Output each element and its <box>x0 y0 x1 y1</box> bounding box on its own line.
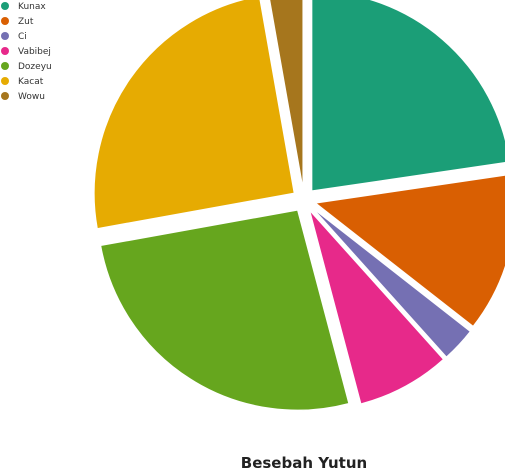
legend-label: Dozeyu <box>18 62 52 72</box>
legend-item-kacat: Kacat <box>1 77 44 87</box>
legend-item-dozeyu: Dozeyu <box>1 62 52 72</box>
legend-label: Kunax <box>18 2 46 12</box>
pie-slice-zut <box>314 174 505 328</box>
pie-slice-kunax <box>311 0 505 192</box>
legend-marker <box>1 32 9 40</box>
legend-item-vabibej: Vabibej <box>1 47 51 57</box>
legend-item-wowu: Wowu <box>1 92 45 102</box>
legend-marker <box>1 47 9 55</box>
legend-label: Zut <box>18 17 34 27</box>
legend-marker <box>1 92 9 100</box>
legend-marker <box>1 77 9 85</box>
pie-slice-wowu <box>269 0 304 189</box>
chart-title: Besebah Yutun <box>241 454 367 472</box>
pie-slice-ci <box>312 207 471 358</box>
legend-marker <box>1 62 9 70</box>
legend-label: Ci <box>18 32 27 42</box>
pie-slices <box>93 0 505 411</box>
legend-label: Wowu <box>18 92 45 102</box>
legend-label: Kacat <box>18 77 44 87</box>
legend-item-zut: Zut <box>1 17 34 27</box>
legend-item-ci: Ci <box>1 32 27 42</box>
legend: Kunax Zut Ci Vabibej Dozeyu Kacat Wowu <box>1 2 52 102</box>
pie-slice-vabibej <box>309 210 445 405</box>
legend-item-kunax: Kunax <box>1 2 46 12</box>
legend-label: Vabibej <box>18 47 51 57</box>
pie-slice-dozeyu <box>100 209 350 411</box>
pie-slice-kacat <box>93 0 295 230</box>
legend-marker <box>1 2 9 10</box>
legend-marker <box>1 17 9 25</box>
